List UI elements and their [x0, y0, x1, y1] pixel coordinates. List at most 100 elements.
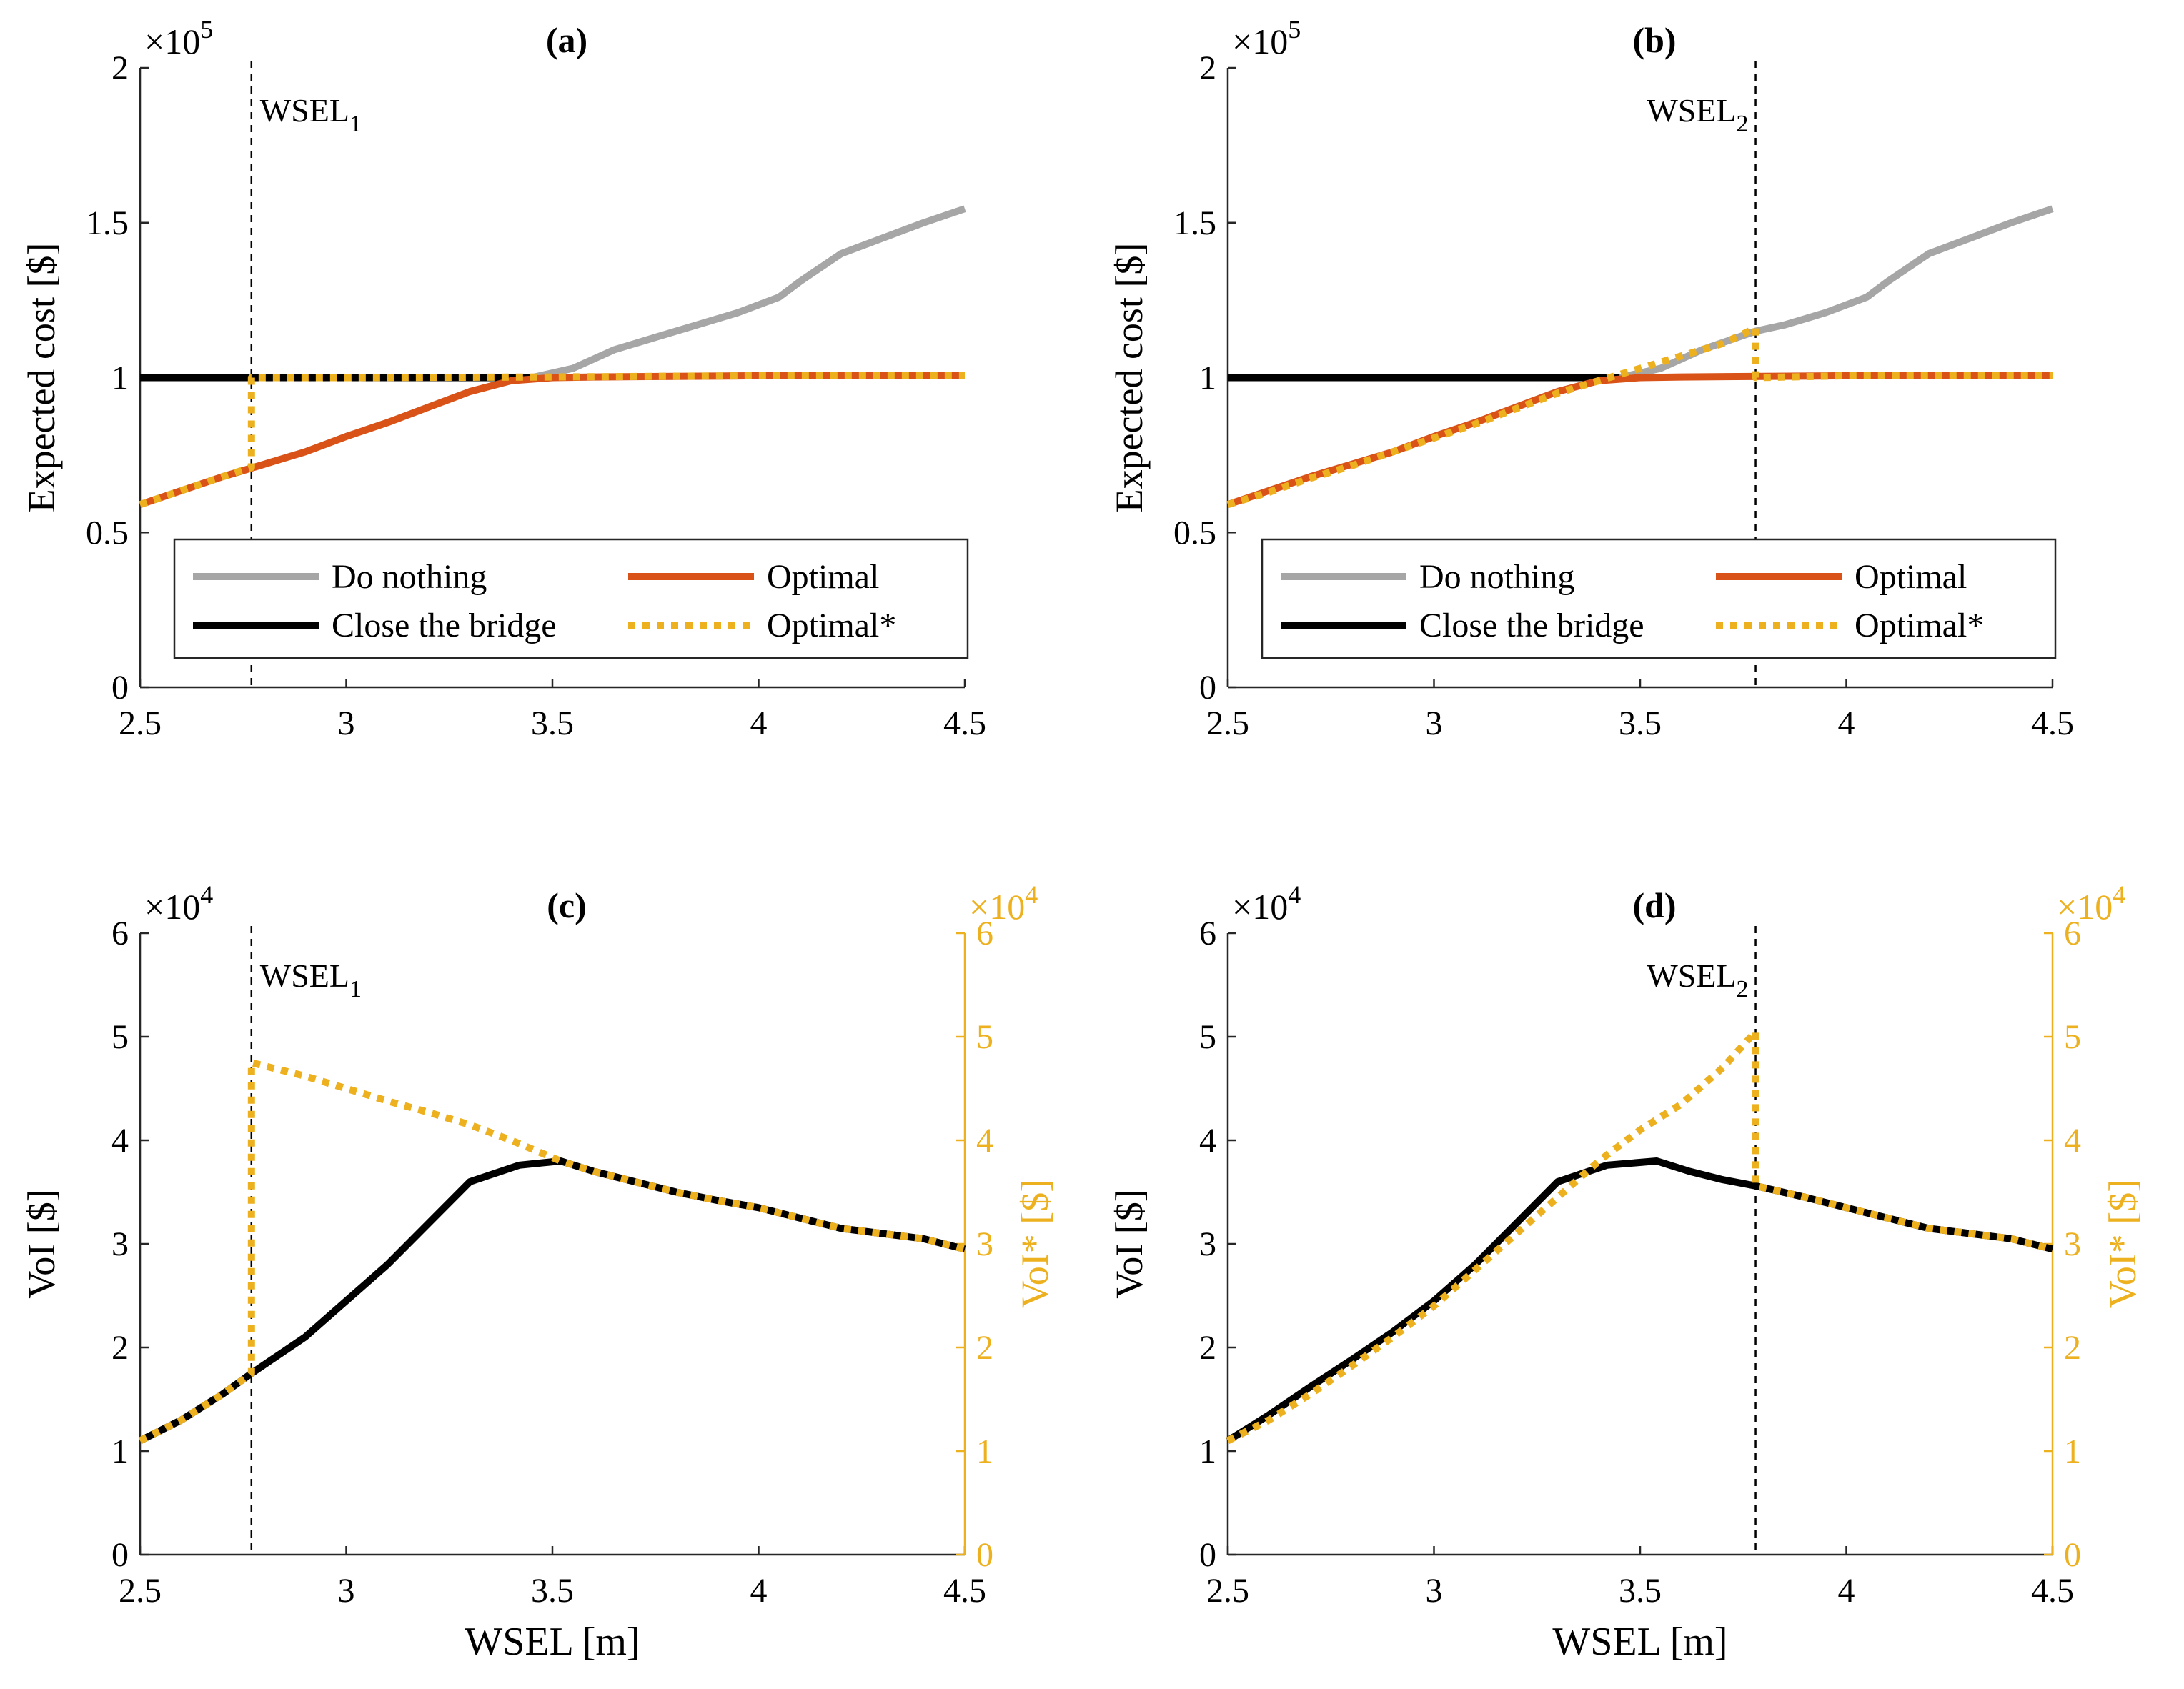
threshold-subscript: 1	[349, 111, 362, 137]
x-tick-label: 2.5	[1206, 704, 1249, 742]
x-axis-label: WSEL [m]	[1552, 1620, 1727, 1664]
series-voi-line	[1226, 1157, 2054, 1444]
x-tick-label: 4	[1838, 704, 1855, 742]
series-optimal-line	[1226, 324, 2053, 508]
y-tick-label: 0	[1199, 1536, 1216, 1574]
y2-tick-label: 0	[2064, 1536, 2081, 1574]
legend-entry-label: Close the bridge	[332, 607, 557, 644]
legend-box	[1261, 538, 2057, 659]
panel-title: (b)	[1632, 20, 1676, 60]
legend-box	[173, 538, 969, 659]
y2-tick-label: 6	[976, 915, 993, 952]
y2-tick-label: 5	[976, 1018, 993, 1056]
y-tick-label: 5	[111, 1018, 129, 1056]
y-tick-label: 4	[111, 1122, 129, 1160]
panel-title: (a)	[546, 20, 587, 60]
panel-a: 2.5 3 3.5 4 4.5 0 0.5 1 1.5 2 ×105 Expected cost [$…	[20, 15, 986, 742]
x-tick-label: 2.5	[119, 704, 162, 742]
x-tick-label: 3.5	[1619, 1572, 1662, 1610]
y-tick-label: 6	[1199, 915, 1216, 952]
y-exponent-power: 5	[1288, 15, 1301, 44]
x-tick-label: 2.5	[119, 1572, 162, 1610]
y-exponent-power: 4	[200, 880, 213, 909]
series-do-nothing-line	[531, 205, 966, 382]
x-tick-label: 4.5	[2031, 1572, 2074, 1610]
legend-entry-label: Close the bridge	[1419, 607, 1644, 644]
y-tick-label: 0	[111, 669, 129, 707]
y2-tick-label: 1	[2064, 1433, 2081, 1470]
y2-exponent-power: 4	[1025, 880, 1038, 909]
legend-entry-label: Optimal	[1855, 558, 1967, 596]
y-tick-label: 5	[1199, 1018, 1216, 1056]
y2-tick-label: 2	[2064, 1329, 2081, 1367]
y2-exponent-power: 4	[2113, 880, 2125, 909]
y-tick-label: 0.5	[1173, 514, 1216, 552]
series-optimal-line	[1226, 372, 2053, 508]
threshold-label: WSEL1	[260, 92, 362, 137]
legend-entry-label: Optimal*	[1855, 607, 1984, 644]
y-tick-label: 1	[111, 359, 129, 397]
y2-exponent-label: ×104	[969, 880, 1038, 927]
y-tick-label: 1	[111, 1433, 129, 1470]
y-tick-label: 2	[111, 1329, 129, 1367]
y-exponent-power: 4	[1288, 880, 1301, 909]
x-tick-label: 3.5	[531, 1572, 574, 1610]
threshold-label: WSEL2	[1647, 957, 1748, 1002]
threshold-subscript: 1	[349, 976, 362, 1002]
y-tick-label: 0.5	[86, 514, 129, 552]
y-tick-label: 1	[1199, 1433, 1216, 1470]
y-tick-label: 0	[111, 1536, 129, 1574]
y-exponent-label: ×104	[144, 880, 213, 927]
series-voi-line	[138, 1059, 966, 1444]
y2-tick-label: 4	[2064, 1122, 2081, 1160]
y2-tick-label: 0	[976, 1536, 993, 1574]
y-exponent-power: 5	[200, 15, 213, 44]
y-tick-label: 3	[1199, 1225, 1216, 1263]
y-exponent-label: ×105	[144, 15, 213, 61]
x-tick-label: 4	[750, 704, 768, 742]
threshold-label: WSEL2	[1647, 92, 1748, 137]
y-axis-label: Expected cost [$]	[1108, 243, 1151, 513]
y-tick-label: 0	[1199, 669, 1216, 707]
y2-tick-label: 2	[976, 1329, 993, 1367]
series-voi-line	[138, 1157, 966, 1444]
y2-axis-label: VoI* [$]	[2101, 1180, 2144, 1308]
y-tick-label: 6	[111, 915, 129, 952]
legend-entry-label: Do nothing	[1419, 558, 1574, 596]
x-tick-label: 3.5	[1619, 704, 1662, 742]
y-tick-label: 1.5	[1173, 204, 1216, 242]
y-tick-label: 2	[111, 49, 129, 87]
y2-axis-label: VoI* [$]	[1013, 1180, 1056, 1308]
threshold-subscript: 2	[1737, 111, 1749, 137]
x-tick-label: 3	[1426, 704, 1443, 742]
y-exponent-label: ×104	[1232, 880, 1301, 927]
x-tick-label: 4.5	[943, 1572, 986, 1610]
x-tick-label: 4.5	[943, 704, 986, 742]
x-tick-label: 3	[1426, 1572, 1443, 1610]
legend-entry-label: Optimal	[767, 558, 879, 596]
panel-title: (c)	[547, 885, 587, 925]
x-tick-label: 4.5	[2031, 704, 2074, 742]
panel-title: (d)	[1632, 885, 1676, 925]
y-axis-label: VoI [$]	[20, 1189, 63, 1298]
x-tick-label: 3	[338, 1572, 355, 1610]
x-tick-label: 2.5	[1206, 1572, 1249, 1610]
threshold-subscript: 2	[1737, 976, 1749, 1002]
x-tick-label: 4	[750, 1572, 768, 1610]
x-tick-label: 4	[1838, 1572, 1855, 1610]
y-axis-label: Expected cost [$]	[20, 243, 63, 513]
y2-tick-label: 6	[2064, 915, 2081, 952]
series-voi-line	[1226, 1027, 2054, 1444]
y-tick-label: 2	[1199, 49, 1216, 87]
y-tick-label: 2	[1199, 1329, 1216, 1367]
series-do-nothing-line	[1619, 205, 2054, 382]
y-tick-label: 4	[1199, 1122, 1216, 1160]
x-axis-label: WSEL [m]	[465, 1620, 640, 1664]
threshold-label: WSEL1	[260, 957, 362, 1002]
y-tick-label: 1	[1199, 359, 1216, 397]
y-exponent-label: ×105	[1232, 15, 1301, 61]
legend-entry-label: Do nothing	[332, 558, 487, 596]
